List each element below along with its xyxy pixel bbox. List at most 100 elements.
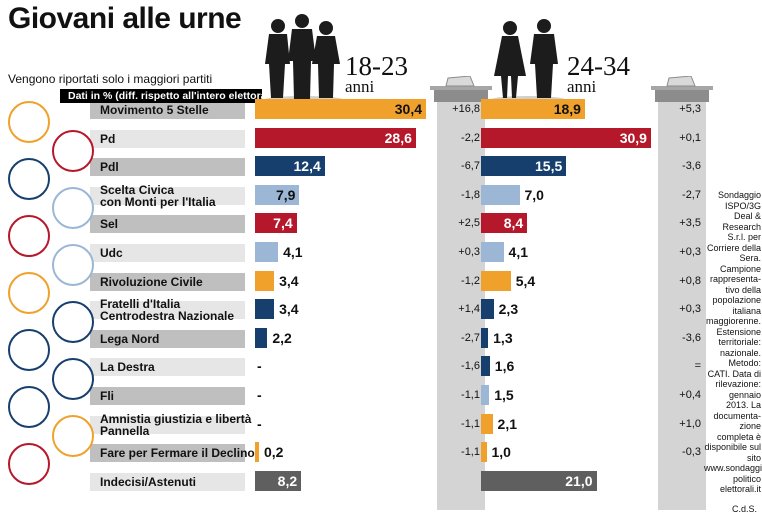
bar-value-label: 5,4 bbox=[515, 272, 536, 289]
bar-value-label: 1,6 bbox=[494, 358, 515, 375]
bar-value-label: 3,4 bbox=[279, 301, 299, 318]
udc-logo-icon bbox=[52, 244, 94, 286]
bar-value-label: 30,4 bbox=[394, 101, 422, 117]
bar bbox=[255, 184, 300, 205]
diff-value: -1,2 bbox=[461, 274, 480, 287]
bar bbox=[255, 127, 416, 148]
party-label: Fli bbox=[100, 390, 114, 402]
bar-value-label: 1,3 bbox=[493, 329, 513, 346]
party-label: Udc bbox=[100, 247, 123, 259]
row-stripe bbox=[90, 101, 245, 119]
row-stripe bbox=[90, 472, 245, 491]
age-group-1-unit: anni bbox=[345, 77, 375, 96]
bar bbox=[255, 327, 268, 348]
bar bbox=[481, 242, 504, 262]
bar-value-label: 28,6 bbox=[384, 129, 412, 146]
bar-value-label: 18,9 bbox=[553, 101, 581, 117]
bar bbox=[255, 156, 325, 177]
row-stripe bbox=[90, 444, 245, 463]
party-label-line: con Monti per l'Italia bbox=[100, 194, 216, 209]
sel-logo-icon bbox=[8, 215, 50, 257]
young-people-silhouette-icon bbox=[264, 14, 344, 104]
party-label: Sel bbox=[100, 218, 118, 230]
bar bbox=[481, 327, 489, 348]
bar bbox=[255, 270, 275, 291]
diff-value: -6,7 bbox=[461, 160, 480, 173]
credit: C.d.S. bbox=[732, 504, 758, 514]
party-label: Fare per Fermare il Declino bbox=[100, 447, 255, 459]
party-label-line: Pannella bbox=[100, 423, 150, 438]
party-label-line: Indecisi/Astenuti bbox=[100, 474, 197, 489]
bar-value-label: 8,2 bbox=[277, 472, 298, 489]
diff-value: +0,1 bbox=[679, 131, 701, 144]
diff-value: +2,5 bbox=[458, 217, 480, 230]
bar-value-label: 15,5 bbox=[535, 158, 563, 175]
pdl-logo-icon bbox=[8, 158, 50, 200]
bar bbox=[255, 242, 279, 262]
bar-value-label: 30,9 bbox=[619, 129, 647, 146]
diff-value: -0,3 bbox=[682, 446, 701, 459]
age-group-2-range: 24-34 bbox=[567, 51, 630, 81]
bar-value-label: 21,0 bbox=[565, 472, 593, 489]
party-label: Movimento 5 Stelle bbox=[100, 104, 209, 116]
party-label-line: Centrodestra Nazionale bbox=[100, 309, 235, 324]
ballot-box-icon bbox=[651, 76, 713, 102]
row-stripe bbox=[90, 415, 245, 434]
bar-value-label: - bbox=[257, 358, 262, 375]
party-label: Pd bbox=[100, 133, 115, 145]
la-destra-logo-icon bbox=[52, 358, 94, 400]
diff-value: = bbox=[694, 360, 701, 373]
party-label: Lega Nord bbox=[100, 333, 159, 345]
diff-value: -2,7 bbox=[682, 188, 701, 201]
bar bbox=[255, 442, 259, 463]
row-stripe bbox=[90, 301, 245, 320]
bar-value-label: - bbox=[257, 415, 262, 432]
young-adults-silhouette-icon bbox=[490, 19, 566, 104]
bar-value-label: - bbox=[257, 387, 262, 403]
party-label: La Destra bbox=[100, 361, 155, 373]
bar bbox=[481, 356, 490, 377]
bar bbox=[481, 413, 493, 434]
party-label: Scelta Civica con Monti per l'Italia bbox=[100, 184, 216, 208]
diff-value: -1,1 bbox=[461, 446, 480, 459]
bar-value-label: 1,0 bbox=[491, 444, 511, 461]
party-label: Amnistia giustizia e libertà Pannella bbox=[100, 413, 251, 437]
chart-subtitle: Vengono riportati solo i maggiori partit… bbox=[8, 72, 213, 86]
bar-value-label: 7,4 bbox=[273, 215, 293, 232]
diff-value: -2,7 bbox=[461, 331, 480, 344]
bar bbox=[255, 299, 275, 320]
bar-value-label: 8,4 bbox=[503, 215, 524, 232]
bar bbox=[255, 213, 297, 234]
row-stripe bbox=[90, 272, 245, 291]
bar-value-label: 1,5 bbox=[494, 387, 514, 403]
diff-value: -3,6 bbox=[682, 331, 701, 344]
party-label-line: Rivoluzione Civile bbox=[100, 274, 203, 289]
bar bbox=[481, 184, 520, 205]
fare-logo-icon bbox=[8, 443, 50, 485]
age-group-1-range: 18-23 bbox=[345, 51, 408, 81]
diff-value: +0,3 bbox=[679, 246, 701, 258]
party-label-line: Fratelli d'Italia bbox=[100, 297, 181, 312]
bar bbox=[481, 442, 487, 463]
diff-value: +1,0 bbox=[679, 417, 701, 430]
fratelli-italia-logo-icon bbox=[52, 301, 94, 343]
bar-value-label: 4,1 bbox=[508, 244, 529, 260]
party-label-line: Udc bbox=[100, 246, 123, 260]
bar bbox=[481, 385, 490, 405]
party-label-line: Scelta Civica bbox=[100, 182, 175, 197]
diff-value: -3,6 bbox=[682, 160, 701, 173]
bar-value-label: 3,4 bbox=[279, 272, 299, 289]
fli-logo-icon bbox=[8, 386, 50, 428]
party-label: Pdl bbox=[100, 161, 119, 173]
diff-value: +0,3 bbox=[458, 246, 480, 258]
row-stripe bbox=[90, 129, 245, 148]
bar-value-label: 12,4 bbox=[293, 158, 321, 175]
bar-value-label: 4,1 bbox=[283, 244, 303, 260]
row-stripe bbox=[90, 358, 245, 377]
units-note: Dati in % (diff. rispetto all'intero ele… bbox=[60, 89, 280, 103]
bar bbox=[481, 213, 528, 234]
bar bbox=[481, 470, 597, 491]
bar-value-label: 2,3 bbox=[498, 301, 519, 318]
party-label-line: Fli bbox=[100, 389, 114, 403]
diff-column-bg-2 bbox=[658, 100, 706, 510]
